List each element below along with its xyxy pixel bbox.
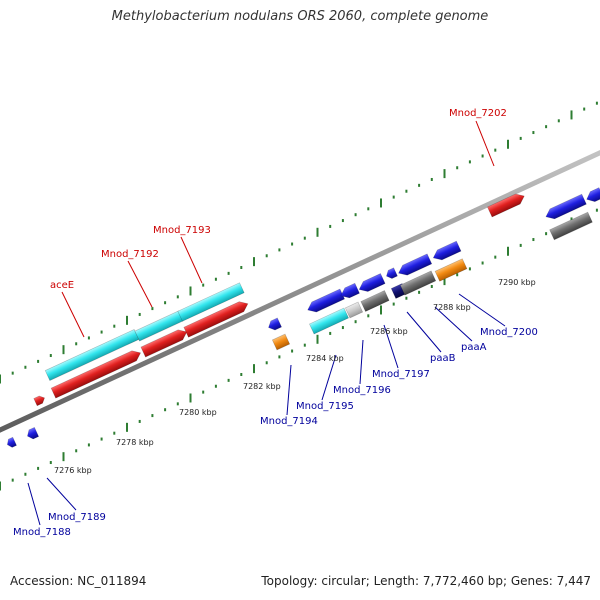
gene-mnod-7196-light[interactable] xyxy=(344,301,364,319)
gene-mnod-7192[interactable] xyxy=(140,327,189,358)
gene-label-mnod-7197[interactable]: Mnod_7197 xyxy=(372,369,430,380)
gene-blue-d[interactable] xyxy=(385,267,398,280)
callout-mnod-7194 xyxy=(286,364,292,416)
gene-label-mnod-7188[interactable]: Mnod_7188 xyxy=(13,527,71,538)
scale-labels: 7276 kbp 7278 kbp 7280 kbp 7282 kbp 7284… xyxy=(54,278,536,475)
gene-mnod-7189[interactable] xyxy=(25,426,40,440)
gene-label-paaa[interactable]: paaA xyxy=(461,342,487,353)
gene-label-lines xyxy=(27,120,506,526)
scale-ticks xyxy=(0,101,598,491)
kbp-label-7284: 7284 kbp xyxy=(306,354,344,363)
callout-mnod-7193 xyxy=(180,236,203,284)
gene-label-acee[interactable]: aceE xyxy=(50,280,74,291)
gene-blue-b[interactable] xyxy=(339,282,360,301)
gene-mnod-7193-cyan[interactable] xyxy=(177,282,245,322)
callout-mnod-7189 xyxy=(46,477,77,511)
gene-label-paab[interactable]: paaB xyxy=(430,353,456,364)
gene-paab[interactable] xyxy=(399,270,437,296)
map-title: Methylobacterium nodulans ORS 2060, comp… xyxy=(111,9,489,24)
gene-blue-g[interactable] xyxy=(544,193,587,222)
topology-text: Topology: circular; Length: 7,772,460 bp… xyxy=(261,574,591,588)
gene-gray-right[interactable] xyxy=(549,211,593,241)
gene-label-mnod-7202[interactable]: Mnod_7202 xyxy=(449,108,507,119)
gene-small-red-left[interactable] xyxy=(33,394,46,407)
gene-blue-h[interactable] xyxy=(584,187,600,205)
gene-mnod-7194[interactable] xyxy=(271,333,291,351)
kbp-label-7282: 7282 kbp xyxy=(243,382,281,391)
callout-mnod-7188 xyxy=(27,482,41,526)
gene-paaa[interactable] xyxy=(434,258,468,282)
kbp-label-7288: 7288 kbp xyxy=(433,303,471,312)
gene-label-mnod-7196[interactable]: Mnod_7196 xyxy=(333,385,391,396)
gene-labels: Mnod_7202 Mnod_7193 Mnod_7192 aceE Mnod_… xyxy=(13,108,538,538)
callout-mnod-7202 xyxy=(475,120,495,167)
gene-mnod-7202[interactable] xyxy=(487,191,526,218)
gene-blue-a[interactable] xyxy=(305,288,345,315)
gene-small-blue-mid[interactable] xyxy=(266,317,282,332)
gene-label-mnod-7200[interactable]: Mnod_7200 xyxy=(480,327,538,338)
callout-paaa xyxy=(434,306,473,342)
gene-features xyxy=(5,187,600,449)
callout-mnod-7200 xyxy=(458,293,506,327)
gene-label-mnod-7192[interactable]: Mnod_7192 xyxy=(101,249,159,260)
callout-paab xyxy=(406,311,442,353)
gene-mnod-7193[interactable] xyxy=(183,299,250,338)
kbp-label-7280: 7280 kbp xyxy=(179,408,217,417)
callout-acee xyxy=(61,291,85,338)
gene-label-mnod-7189[interactable]: Mnod_7189 xyxy=(48,512,106,523)
gene-mnod-7196[interactable] xyxy=(360,290,390,312)
kbp-label-7276: 7276 kbp xyxy=(54,466,92,475)
gene-label-mnod-7193[interactable]: Mnod_7193 xyxy=(153,225,211,236)
dna-backbone xyxy=(0,150,600,433)
callout-mnod-7196 xyxy=(359,339,364,385)
gene-blue-e[interactable] xyxy=(396,253,433,278)
backbone-line xyxy=(0,150,600,433)
callout-mnod-7197 xyxy=(383,324,399,369)
callout-mnod-7192 xyxy=(127,260,153,308)
gene-mnod-7195[interactable] xyxy=(309,307,349,335)
gene-mnod-7188[interactable] xyxy=(5,436,17,449)
gene-acee[interactable] xyxy=(50,348,143,399)
kbp-label-7286: 7286 kbp xyxy=(370,327,408,336)
gene-blue-c[interactable] xyxy=(357,273,386,295)
accession-text: Accession: NC_011894 xyxy=(10,574,147,588)
callout-mnod-7195 xyxy=(321,354,337,401)
kbp-label-7290: 7290 kbp xyxy=(498,278,536,287)
kbp-label-7278: 7278 kbp xyxy=(116,438,154,447)
gene-blue-f[interactable] xyxy=(431,240,462,263)
gene-label-mnod-7194[interactable]: Mnod_7194 xyxy=(260,416,318,427)
gene-label-mnod-7195[interactable]: Mnod_7195 xyxy=(296,401,354,412)
